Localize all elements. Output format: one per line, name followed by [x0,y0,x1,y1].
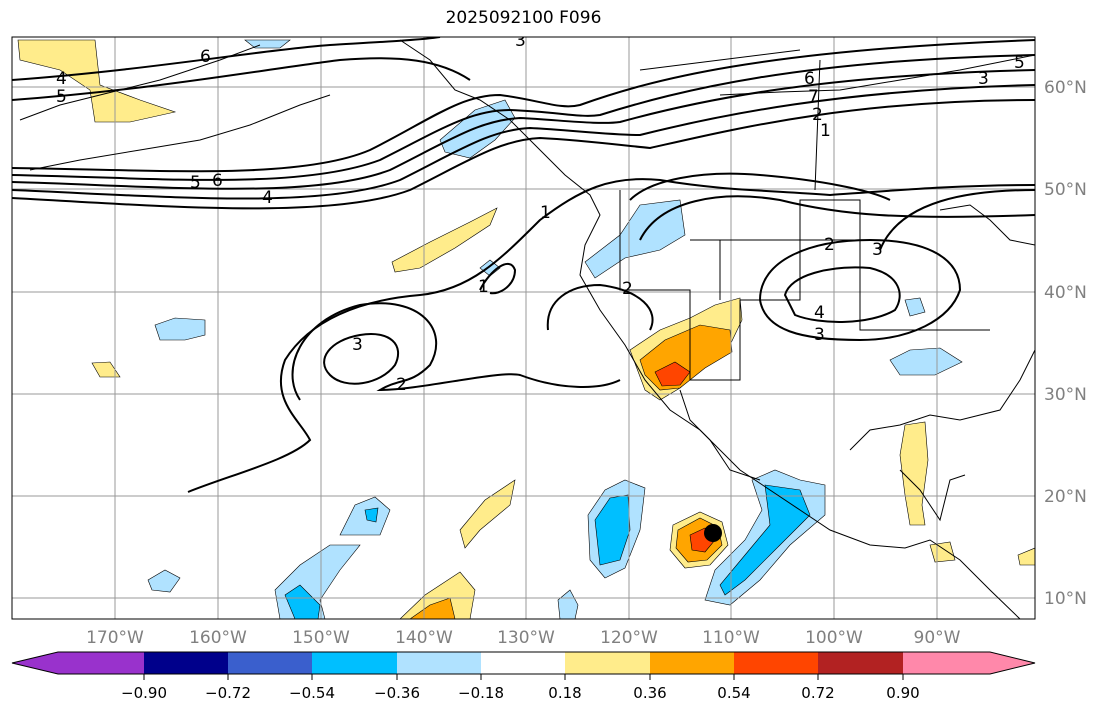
colorbar-segment [734,652,818,674]
colorbar-tick: −0.90 [121,684,167,702]
anomaly-deepsky [284,584,321,619]
contour-label: 1 [540,203,551,223]
colorbar-tick: 0.54 [717,684,750,702]
colorbar-tick: −0.18 [458,684,504,702]
contour-label: 3 [872,240,883,260]
lon-label: 120°W [600,628,658,648]
contour-label: 3 [978,69,989,89]
lat-label: 40°N [1044,283,1087,303]
colorbar-tick: −0.54 [289,684,335,702]
colorbar: −0.90 −0.72 −0.54 −0.36 −0.18 0.18 0.36 … [11,651,1036,702]
lat-label: 20°N [1044,487,1087,507]
colorbar-tick: −0.72 [205,684,251,702]
colorbar-segment [481,652,565,674]
colorbar-segment [650,652,734,674]
contour-label: 5 [56,87,67,107]
colorbar-segment [12,652,144,674]
contour-labels: 4 5 6 5 6 4 1 1 2 3 2 2 3 4 3 6 7 2 1 3 … [56,31,1025,395]
contour-label: 2 [622,279,633,299]
colorbar-segment [903,652,1035,674]
colorbar-segment [312,652,397,674]
lon-label: 100°W [805,628,863,648]
colorbar-tick: −0.36 [374,684,420,702]
map-title: 2025092100 F096 [445,8,602,28]
contour-label: 4 [262,188,273,208]
contour-label: 2 [396,375,407,395]
colorbar-segment [397,652,481,674]
contour-label: 4 [814,303,825,323]
anomaly-negative [439,99,516,159]
anomaly-positive [899,421,929,526]
colorbar-segment [565,652,650,674]
colorbar-tick: 0.18 [548,684,581,702]
anomaly-negative [904,297,926,317]
contour-label: 6 [212,171,223,191]
lon-label: 90°W [914,628,961,648]
anomaly-positive [17,39,177,123]
anomaly-positive [91,361,121,378]
colorbar-tick: 0.36 [633,684,666,702]
anomaly-negative [147,569,181,593]
anomaly-negative [557,589,579,619]
anomaly-negative [154,317,206,341]
lat-label: 30°N [1044,385,1087,405]
anomaly-positive [399,571,476,619]
contour-label: 6 [200,47,211,67]
anomaly-positive [459,479,516,549]
map-area: 4 5 6 5 6 4 1 1 2 3 2 2 3 4 3 6 7 2 1 3 … [12,31,1035,619]
gridlines [12,37,1035,619]
anomaly-positive [391,207,498,273]
contour-label: 3 [352,335,363,355]
lon-label: 110°W [702,628,760,648]
anomaly-deepsky [719,484,811,596]
lon-label: 170°W [86,628,144,648]
anomaly-negative [479,259,501,277]
colorbar-segment [228,652,312,674]
anomaly-negative [889,347,963,376]
contour-label: 2 [812,105,823,125]
lat-label: 10°N [1044,589,1087,609]
colorbar-tick: 0.90 [886,684,919,702]
anomaly-deepsky [364,507,379,523]
contour-label: 1 [478,277,489,297]
anomaly-positive [1017,547,1035,566]
anomaly-orangered [654,361,691,387]
contour-label: 5 [1014,53,1025,73]
lat-label: 60°N [1044,78,1087,98]
lon-label: 140°W [395,628,453,648]
anomaly-deepsky [594,494,631,566]
lon-label: 150°W [292,628,350,648]
contour-label: 7 [808,87,819,107]
contour-label: 6 [804,69,815,89]
contour-lines [12,37,1035,493]
anomaly-negative [584,199,686,279]
storm-center-marker [704,524,722,542]
contour-label: 2 [824,235,835,255]
coastlines [19,39,1035,619]
contour-label: 1 [820,121,831,141]
contour-label: 3 [515,31,526,51]
lat-label: 50°N [1044,180,1087,200]
contour-label: 3 [814,325,825,345]
anomaly-positive [929,541,956,563]
contour-label: 4 [56,69,67,89]
colorbar-segment [144,652,228,674]
colorbar-tick: 0.72 [801,684,834,702]
map-frame [11,36,1036,620]
lon-label: 160°W [189,628,247,648]
lon-axis: 170°W 160°W 150°W 140°W 130°W 120°W 110°… [86,628,961,648]
shaded-anomalies [17,39,1035,619]
lon-label: 130°W [497,628,555,648]
contour-label: 5 [190,173,201,193]
colorbar-segment [818,652,903,674]
anomaly-negative [339,496,391,536]
lat-axis: 60°N 50°N 40°N 30°N 20°N 10°N [1044,78,1087,609]
